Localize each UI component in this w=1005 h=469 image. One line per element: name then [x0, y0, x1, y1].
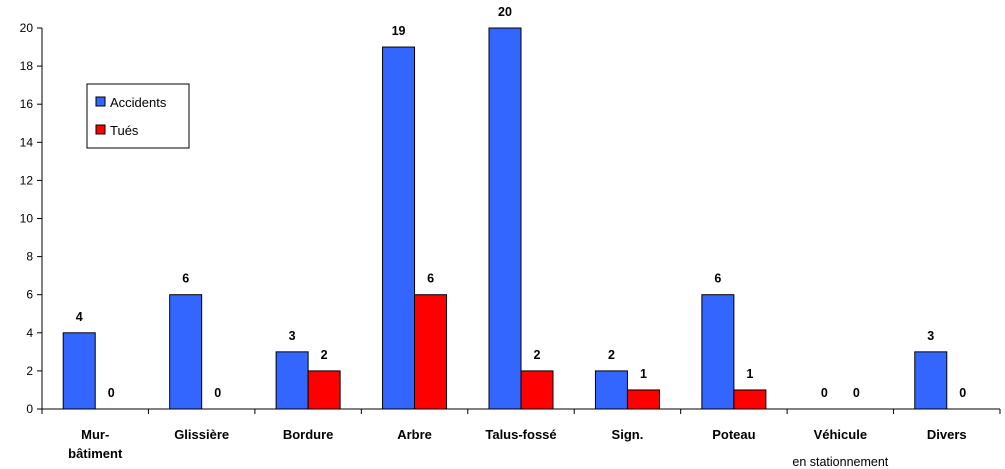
data-label-accidents: 3 [927, 329, 934, 343]
category-label: Bordure [283, 427, 334, 442]
category-label: Mur- [81, 427, 109, 442]
bar-accidents [275, 351, 309, 410]
bar-accidents [62, 332, 96, 410]
y-tick-label: 10 [20, 212, 34, 226]
legend-box [86, 83, 190, 149]
y-tick-label: 16 [20, 97, 34, 111]
category-label: Divers [927, 427, 967, 442]
y-tick-label: 8 [26, 250, 33, 264]
bar-tues [414, 294, 448, 410]
data-label-accidents: 4 [76, 310, 83, 324]
legend-swatch [95, 96, 106, 107]
y-tick-label: 4 [26, 326, 33, 340]
bars-group [62, 27, 948, 410]
bar-accidents [382, 46, 416, 410]
bar-tues [307, 370, 341, 410]
x-axis: Mur-bâtiment Glissière Bordure Arbre Talus-f… [41, 408, 1001, 469]
legend-label: Tués [110, 123, 139, 138]
bar-tues [733, 389, 767, 410]
y-tick-label: 6 [26, 288, 33, 302]
category-label: Sign. [612, 427, 644, 442]
bar-accidents [169, 294, 203, 410]
data-labels-group: 4 6 3 19 20 2 6 0 3 0 0 2 6 2 1 1 0 0 [76, 5, 967, 400]
data-label-tues: 0 [959, 386, 966, 400]
category-label-line2: bâtiment [68, 446, 123, 461]
category-label: Arbre [397, 427, 432, 442]
data-label-tues: 0 [108, 386, 115, 400]
y-tick-label: 0 [26, 402, 33, 416]
y-tick-label: 18 [20, 59, 34, 73]
bar-tues [520, 370, 554, 410]
y-tick-label: 2 [26, 364, 33, 378]
category-label: Véhicule [814, 427, 867, 442]
data-label-accidents: 6 [182, 272, 189, 286]
bar-accidents [594, 370, 628, 410]
data-label-accidents: 0 [821, 386, 828, 400]
bar-tues [626, 389, 660, 410]
legend-swatch [95, 124, 106, 135]
data-label-tues: 0 [853, 386, 860, 400]
y-tick-label: 12 [20, 173, 34, 187]
data-label-accidents: 6 [714, 272, 721, 286]
y-axis: 0 2 4 6 8 10 12 14 16 18 20 [20, 21, 43, 416]
data-label-tues: 2 [534, 348, 541, 362]
data-label-accidents: 20 [498, 5, 512, 19]
category-label-line2: en stationnement [792, 455, 888, 469]
bar-accidents [914, 351, 948, 410]
data-label-tues: 2 [321, 348, 328, 362]
category-label: Poteau [712, 427, 755, 442]
data-label-tues: 1 [746, 367, 753, 381]
legend-label: Accidents [110, 95, 167, 110]
bar-accidents [701, 294, 735, 410]
data-label-tues: 6 [427, 272, 434, 286]
legend: Accidents Tués [86, 83, 190, 149]
data-label-accidents: 19 [392, 24, 406, 38]
category-label: Glissière [174, 427, 229, 442]
data-label-accidents: 2 [608, 348, 615, 362]
category-label: Talus-fossé [485, 427, 556, 442]
data-label-tues: 1 [640, 367, 647, 381]
data-label-accidents: 3 [289, 329, 296, 343]
bar-accidents [488, 27, 522, 410]
data-label-tues: 0 [214, 386, 221, 400]
y-tick-label: 14 [20, 135, 34, 149]
y-tick-label: 20 [20, 21, 34, 35]
